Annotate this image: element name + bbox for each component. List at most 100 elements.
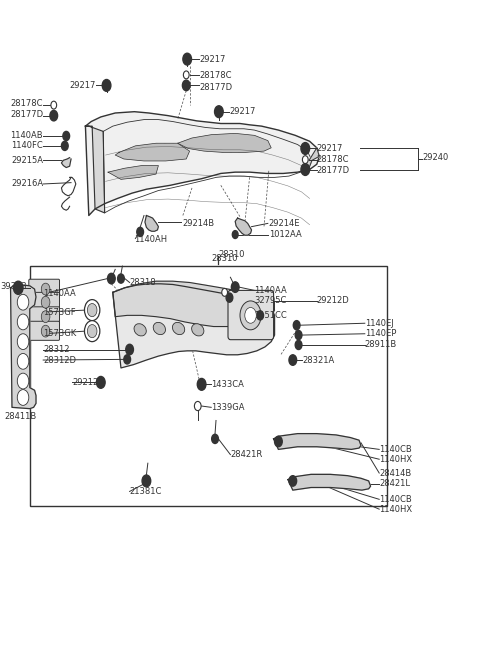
Ellipse shape	[192, 324, 204, 336]
Polygon shape	[178, 133, 271, 152]
Text: 29214E: 29214E	[269, 219, 300, 228]
Text: 28321A: 28321A	[302, 355, 335, 365]
Circle shape	[17, 373, 29, 389]
Circle shape	[289, 476, 297, 486]
Text: 29240: 29240	[422, 153, 449, 162]
Circle shape	[240, 301, 261, 330]
Circle shape	[50, 110, 58, 121]
Text: 1140EP: 1140EP	[365, 329, 396, 338]
Circle shape	[17, 314, 29, 330]
Text: 28178C: 28178C	[11, 99, 43, 108]
Text: 28178C: 28178C	[199, 71, 232, 80]
Circle shape	[142, 475, 151, 487]
Circle shape	[183, 53, 192, 65]
Text: 1140HX: 1140HX	[379, 505, 412, 514]
Circle shape	[275, 436, 282, 447]
Text: 28911B: 28911B	[365, 340, 397, 350]
Text: 28177D: 28177D	[10, 110, 43, 119]
Circle shape	[182, 80, 190, 91]
Text: 32795C: 32795C	[254, 296, 287, 306]
Text: 28318: 28318	[130, 278, 156, 287]
Circle shape	[231, 282, 239, 292]
Polygon shape	[113, 284, 275, 368]
Circle shape	[96, 376, 105, 388]
Circle shape	[87, 304, 97, 317]
Circle shape	[41, 283, 50, 295]
Circle shape	[63, 131, 70, 141]
FancyBboxPatch shape	[228, 290, 274, 340]
Circle shape	[197, 378, 206, 390]
Circle shape	[41, 311, 50, 323]
Text: 1573GF: 1573GF	[43, 307, 76, 317]
Circle shape	[289, 355, 297, 365]
Text: 39313: 39313	[0, 282, 26, 291]
Text: 28312D: 28312D	[43, 355, 76, 365]
Circle shape	[293, 321, 300, 330]
Text: 29216A: 29216A	[11, 179, 43, 189]
Text: 28411B: 28411B	[5, 412, 37, 421]
FancyBboxPatch shape	[29, 321, 60, 340]
Polygon shape	[288, 474, 371, 490]
Circle shape	[137, 227, 144, 237]
Circle shape	[301, 143, 310, 154]
Circle shape	[17, 334, 29, 350]
Circle shape	[226, 293, 233, 302]
Polygon shape	[115, 143, 190, 161]
Circle shape	[84, 321, 100, 342]
Text: 1433CA: 1433CA	[211, 380, 244, 389]
Circle shape	[17, 390, 29, 405]
Circle shape	[245, 307, 256, 323]
Circle shape	[212, 434, 218, 443]
Text: 28177D: 28177D	[199, 83, 232, 92]
Text: 29212: 29212	[72, 378, 98, 387]
Text: 1140AA: 1140AA	[254, 286, 287, 295]
Circle shape	[41, 325, 50, 337]
Text: 28312: 28312	[43, 345, 70, 354]
Circle shape	[124, 355, 131, 364]
Polygon shape	[145, 215, 158, 231]
Circle shape	[183, 71, 189, 79]
Text: 28178C: 28178C	[317, 155, 349, 164]
Text: 28414B: 28414B	[379, 468, 411, 478]
Text: 29217: 29217	[70, 81, 96, 90]
Circle shape	[17, 294, 29, 310]
Text: 21381C: 21381C	[130, 487, 162, 496]
Text: 1140HX: 1140HX	[379, 455, 412, 464]
Circle shape	[232, 231, 238, 238]
Text: 1140CB: 1140CB	[379, 495, 412, 504]
Text: 1140AH: 1140AH	[134, 235, 168, 244]
Text: 1140CB: 1140CB	[379, 445, 412, 454]
Bar	[30, 266, 387, 506]
Text: 29212D: 29212D	[317, 296, 349, 306]
FancyBboxPatch shape	[29, 307, 60, 326]
Text: 1339GA: 1339GA	[211, 403, 245, 412]
Text: 1151CC: 1151CC	[254, 311, 287, 320]
Circle shape	[51, 101, 57, 109]
Polygon shape	[274, 434, 361, 449]
Text: 1012AA: 1012AA	[269, 230, 301, 239]
Circle shape	[222, 288, 228, 296]
Circle shape	[102, 79, 111, 91]
Circle shape	[257, 311, 264, 320]
Circle shape	[126, 344, 133, 355]
Text: 28310: 28310	[211, 254, 238, 263]
Circle shape	[13, 281, 23, 294]
Text: 29217: 29217	[199, 55, 226, 64]
Circle shape	[302, 156, 308, 164]
Polygon shape	[85, 126, 105, 213]
Text: 29214B: 29214B	[182, 219, 215, 228]
Polygon shape	[309, 148, 319, 168]
Polygon shape	[61, 158, 71, 168]
Text: 28177D: 28177D	[317, 166, 350, 175]
Text: 1140AB: 1140AB	[11, 131, 43, 141]
Circle shape	[61, 141, 68, 150]
Circle shape	[87, 325, 97, 338]
Circle shape	[17, 353, 29, 369]
FancyBboxPatch shape	[29, 292, 60, 311]
Text: 28310: 28310	[218, 250, 245, 259]
Ellipse shape	[153, 323, 166, 334]
Circle shape	[84, 300, 100, 321]
Circle shape	[301, 164, 310, 175]
Text: 28421R: 28421R	[230, 450, 263, 459]
Text: 29217: 29217	[317, 144, 343, 153]
